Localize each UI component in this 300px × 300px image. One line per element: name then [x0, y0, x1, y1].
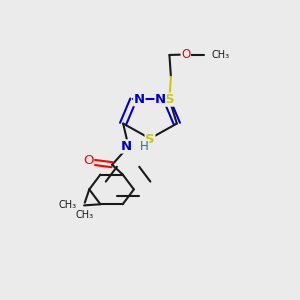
Text: O: O [83, 154, 94, 166]
Text: CH₃: CH₃ [212, 50, 230, 59]
Text: N: N [155, 93, 166, 106]
Text: H: H [140, 140, 148, 153]
Text: CH₃: CH₃ [58, 200, 76, 210]
Text: N: N [134, 93, 145, 106]
Text: S: S [165, 93, 174, 106]
Text: N: N [121, 140, 132, 153]
Text: O: O [181, 48, 190, 61]
Text: CH₃: CH₃ [76, 210, 94, 220]
Text: S: S [145, 133, 155, 146]
